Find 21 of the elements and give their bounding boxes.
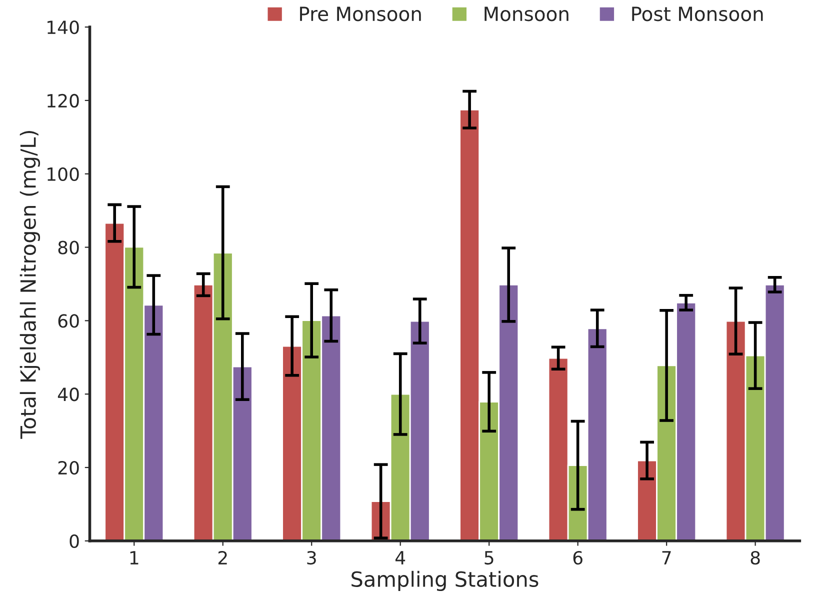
y-axis-title: Total Kjeldahl Nitrogen (mg/L) — [20, 130, 40, 439]
x-tick-label: 5 — [484, 551, 494, 565]
legend-label: Monsoon — [484, 6, 568, 22]
x-tick-label: 7 — [662, 551, 671, 564]
y-tick-label: 60 — [58, 314, 79, 328]
y-tick-label: 40 — [58, 388, 79, 402]
x-tick-label: 1 — [130, 551, 138, 564]
legend-label: Pre Monsoon — [300, 6, 421, 22]
x-tick-label: 4 — [395, 551, 406, 564]
y-tick-label: 120 — [48, 94, 79, 108]
y-tick-label: 100 — [48, 167, 79, 181]
y-tick-label: 80 — [58, 240, 79, 254]
y-tick-label: 20 — [58, 460, 79, 475]
x-tick-label: 8 — [750, 550, 760, 565]
x-tick-label: 2 — [218, 550, 227, 564]
x-tick-label: 6 — [573, 550, 582, 565]
y-tick-label: 0 — [70, 534, 79, 548]
x-axis-title: Sampling Stations — [352, 570, 538, 592]
y-tick-label: 140 — [48, 20, 79, 34]
legend-label: Post Monsoon — [632, 6, 763, 22]
x-tick-label: 3 — [307, 550, 316, 565]
